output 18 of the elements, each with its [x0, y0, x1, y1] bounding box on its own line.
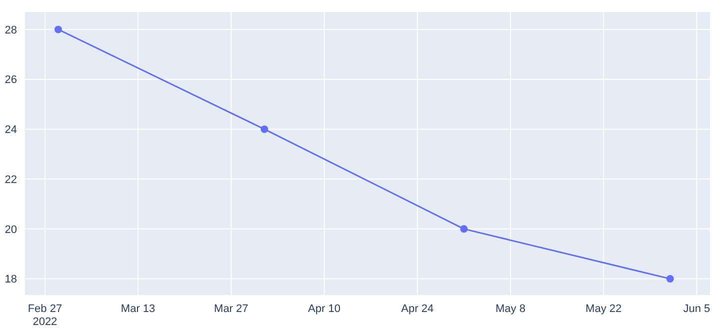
x-tick-label: Mar 27	[214, 302, 248, 315]
y-tick-label: 26	[4, 74, 17, 86]
point	[460, 225, 468, 233]
x-tick-label: May 8	[496, 302, 526, 315]
point	[260, 125, 268, 133]
y-tick-label: 18	[4, 274, 17, 286]
y-tick-label: 22	[4, 174, 17, 186]
y-tick-label: 28	[4, 24, 17, 36]
x-tick-label: May 22	[586, 302, 622, 315]
x-tick-label: Feb 27 2022	[28, 302, 62, 328]
x-tick-label: Jun 5	[683, 302, 710, 315]
point	[666, 275, 674, 283]
x-tick-label: Mar 13	[120, 302, 156, 315]
y-tick-label: 24	[4, 124, 17, 136]
x-tick-label: Apr 24	[401, 302, 434, 315]
point	[54, 26, 62, 34]
x-tick-label: Apr 10	[308, 302, 340, 315]
y-tick-label: 20	[4, 224, 17, 236]
